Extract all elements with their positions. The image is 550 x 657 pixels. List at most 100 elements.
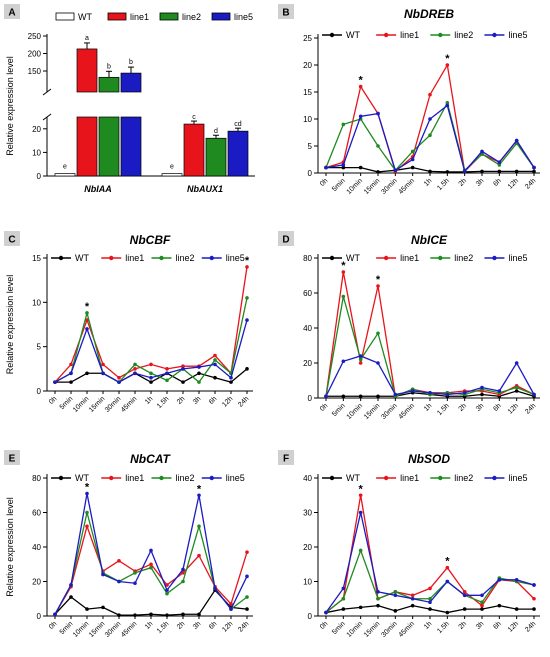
bar-WT-NbIAA xyxy=(54,173,76,177)
data-point-F-line1 xyxy=(532,596,536,601)
data-point-F-WT xyxy=(514,607,519,611)
legend-marker-D-line2 xyxy=(438,255,443,261)
data-point-B-WT xyxy=(358,165,363,170)
legend-swatch-line2 xyxy=(159,12,179,21)
legend-label-B-line5: line5 xyxy=(508,30,527,40)
data-point-B-WT xyxy=(376,170,380,174)
x-tick-label-F: 10min xyxy=(346,620,365,639)
data-point-E-line5 xyxy=(85,491,89,496)
legend-marker-B-line2 xyxy=(438,32,443,38)
data-point-D-line5 xyxy=(393,392,398,397)
legend-marker-C-WT xyxy=(58,255,64,261)
data-point-E-line5 xyxy=(117,579,121,584)
data-point-F-WT xyxy=(532,607,536,611)
data-point-F-line5 xyxy=(462,593,467,598)
y-tick-label-B: 0 xyxy=(308,169,313,178)
legend-label-line1: line1 xyxy=(130,12,149,22)
data-point-B-WT xyxy=(445,170,450,174)
x-tick-label-C: 1h xyxy=(144,395,155,406)
data-point-C-line5 xyxy=(133,371,137,376)
y-tick-label-A: 200 xyxy=(28,50,42,59)
series-line-D-line5 xyxy=(325,355,535,397)
data-point-E-line2 xyxy=(149,565,153,570)
data-point-B-WT xyxy=(532,169,536,174)
y-tick-label-C: 5 xyxy=(37,343,42,352)
data-point-B-line2 xyxy=(410,149,415,154)
y-tick-label-F: 0 xyxy=(308,612,313,621)
data-point-D-WT xyxy=(341,394,346,399)
data-point-C-line1 xyxy=(85,318,89,322)
data-point-F-line1 xyxy=(480,603,484,608)
x-tick-label-D: 2h xyxy=(458,402,469,413)
x-tick-label-D: 1h xyxy=(423,402,434,413)
panel-label-box-F xyxy=(278,450,294,465)
data-point-D-WT xyxy=(480,392,484,397)
data-point-F-line5 xyxy=(358,510,363,515)
data-point-F-WT xyxy=(480,607,484,611)
x-tick-label-F: 2h xyxy=(458,620,469,631)
data-point-E-WT xyxy=(117,613,121,617)
data-point-E-line5 xyxy=(197,493,201,498)
x-tick-label-C: 12h xyxy=(221,395,234,408)
x-tick-label-E: 3h xyxy=(192,620,203,631)
data-point-C-line5 xyxy=(229,375,233,380)
panel-label-box-E xyxy=(4,450,20,465)
data-point-C-line1 xyxy=(181,364,185,368)
data-point-E-WT xyxy=(165,613,169,617)
data-point-C-line5 xyxy=(53,380,57,384)
x-tick-label-B: 30min xyxy=(380,177,399,196)
legend-swatch-line1 xyxy=(107,12,127,21)
y-tick-label-A: 250 xyxy=(28,32,42,41)
x-tick-label-D: 15min xyxy=(363,402,382,421)
data-point-C-line1 xyxy=(213,353,217,358)
data-point-E-line1 xyxy=(245,550,249,554)
data-point-C-line5 xyxy=(69,371,73,376)
data-point-E-line5 xyxy=(101,572,105,577)
data-point-E-line2 xyxy=(245,595,249,599)
data-point-D-line5 xyxy=(428,390,432,395)
data-point-E-line1 xyxy=(117,559,121,563)
data-point-C-line1 xyxy=(133,367,137,371)
data-point-F-WT xyxy=(358,605,363,610)
x-tick-label-E: 0h xyxy=(48,620,59,631)
panel-label-B: B xyxy=(282,8,289,19)
y-axis-label-C: Relative expression level xyxy=(5,275,15,375)
data-point-C-WT xyxy=(85,371,89,376)
data-point-E-WT xyxy=(197,612,201,617)
data-point-D-line1 xyxy=(341,270,346,274)
y-tick-label-F: 10 xyxy=(303,578,312,587)
x-tick-label-B: 10min xyxy=(346,177,365,196)
y-tick-label-F: 40 xyxy=(303,474,312,483)
data-point-C-line2 xyxy=(165,378,169,383)
data-point-E-line2 xyxy=(197,524,201,529)
data-point-B-line1 xyxy=(358,84,363,89)
y-tick-label-A: 0 xyxy=(37,172,42,181)
significance-star-D: * xyxy=(376,274,381,286)
data-point-B-line2 xyxy=(497,163,502,167)
series-line-E-line1 xyxy=(54,524,248,615)
legend-marker-B-WT xyxy=(329,32,335,38)
x-tick-label-C: 1.5h xyxy=(156,395,171,410)
series-line-E-line5 xyxy=(54,493,248,615)
significance-star-B: * xyxy=(445,53,450,65)
data-point-D-WT xyxy=(358,394,363,399)
data-point-C-line2 xyxy=(85,311,89,315)
legend-swatch-line5 xyxy=(211,12,231,21)
data-point-E-line5 xyxy=(53,612,57,617)
data-point-C-line5 xyxy=(149,375,153,380)
x-tick-label-B: 3h xyxy=(475,177,486,188)
legend-label-line2: line2 xyxy=(182,12,201,22)
data-point-D-line5 xyxy=(341,359,346,364)
legend-label-F-line1: line1 xyxy=(400,473,419,483)
legend-label-C-line1: line1 xyxy=(125,253,144,263)
category-label-NbAUX1: NbAUX1 xyxy=(187,184,223,194)
data-point-D-line2 xyxy=(376,331,380,336)
data-point-F-WT xyxy=(341,607,346,611)
significance-star-F: * xyxy=(359,483,364,495)
data-point-F-line5 xyxy=(532,583,536,587)
x-tick-label-D: 12h xyxy=(507,402,520,415)
data-point-C-WT xyxy=(149,380,153,384)
x-tick-label-F: 12h xyxy=(507,620,520,633)
y-tick-label-F: 30 xyxy=(303,509,312,518)
